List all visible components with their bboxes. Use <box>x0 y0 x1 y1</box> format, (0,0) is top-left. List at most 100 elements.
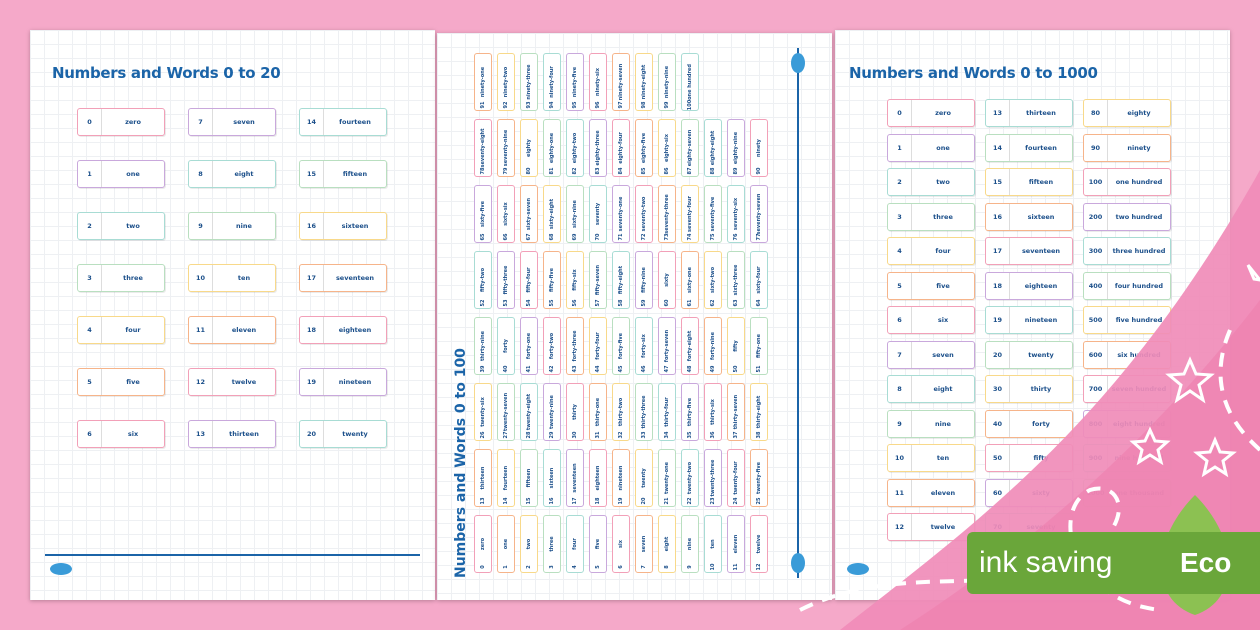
number-card: fifty 50 <box>727 317 745 375</box>
card-word: ninety <box>1127 143 1151 152</box>
number-card: 40 forty <box>985 409 1073 438</box>
number-card: fifty-two 52 <box>474 251 492 309</box>
number-card: 0 zero <box>887 99 975 127</box>
footer-divider <box>45 554 420 556</box>
card-word: one hundred <box>1115 178 1163 186</box>
number-card: seventy-seven 77 <box>750 185 768 243</box>
card-word: ten <box>936 454 950 462</box>
card-number: 11 <box>189 317 213 343</box>
number-card: thirty-two 32 <box>612 383 630 441</box>
number-card: 8 eight <box>887 375 975 403</box>
card-number: 8 <box>888 376 912 402</box>
card-word: six <box>937 316 949 324</box>
number-card: eighty-one 81 <box>543 119 561 177</box>
twinkl-logo <box>847 563 869 575</box>
number-card: five 5 <box>589 515 607 573</box>
number-card: 20 twenty <box>985 340 1073 369</box>
card-number: 10 <box>189 265 213 291</box>
card-word: twenty <box>1028 350 1054 359</box>
number-card: twenty-four 24 <box>727 449 745 507</box>
number-card: thirty-four 34 <box>658 383 676 441</box>
number-card: forty-four 44 <box>589 317 607 375</box>
card-word: thirteen <box>229 430 259 438</box>
number-card: thirty-one 31 <box>589 383 607 441</box>
number-card: 300 three hundred <box>1083 237 1171 265</box>
number-card: ninety-six 96 <box>589 53 607 111</box>
card-number: 5 <box>78 369 102 395</box>
number-card: twenty-three 23 <box>704 449 722 507</box>
card-word: twelve <box>231 378 257 386</box>
number-card: sixty-nine 69 <box>566 185 584 243</box>
number-card: 11 eleven <box>188 316 276 344</box>
card-word: nine <box>935 419 951 428</box>
number-card: sixty-six 66 <box>497 185 515 243</box>
number-card: forty-six 46 <box>635 317 653 375</box>
number-card: fifty-four 54 <box>520 251 538 309</box>
number-card: 1 one <box>887 133 975 162</box>
card-number: 2 <box>78 213 102 239</box>
number-card: ninety-five 95 <box>566 53 584 111</box>
worksheet-page-0-to-20: Numbers and Words 0 to 20 0 zero 1 one 2 two 3… <box>30 30 435 600</box>
number-card: sixty 60 <box>658 251 676 309</box>
number-card: seventy-nine 79 <box>497 119 515 177</box>
number-card: ten 10 <box>704 515 722 573</box>
number-card: 500 five hundred <box>1083 306 1171 334</box>
card-number: 4 <box>78 317 102 343</box>
card-number: 4 <box>888 238 912 264</box>
number-card: four 4 <box>566 515 584 573</box>
card-number: 12 <box>189 369 213 395</box>
number-card: 9 nine <box>188 212 276 240</box>
number-card: 5 five <box>77 368 165 396</box>
number-card: ninety 90 <box>750 119 768 177</box>
number-card: 20 twenty <box>299 420 387 448</box>
card-number: 9 <box>888 410 912 437</box>
card-word: fourteen <box>1025 143 1057 152</box>
card-word: thirty <box>1030 385 1052 393</box>
card-word: twelve <box>930 523 956 531</box>
card-number: 15 <box>986 169 1010 195</box>
card-word: nine <box>236 222 252 230</box>
card-number: 20 <box>986 341 1010 368</box>
card-number: 20 <box>300 421 324 447</box>
number-card: 13 thirteen <box>188 420 276 448</box>
number-card: 19 nineteen <box>985 306 1073 334</box>
card-number: 13 <box>189 421 213 447</box>
number-card: 16 sixteen <box>985 202 1073 231</box>
card-word: two hundred <box>1115 212 1163 221</box>
card-number: 5 <box>888 272 912 299</box>
number-card: seventy-three 73 <box>658 185 676 243</box>
number-card: twenty-two 22 <box>681 449 699 507</box>
number-card: forty 40 <box>497 317 515 375</box>
card-word: zero <box>125 118 141 126</box>
card-number: 13 <box>986 100 1010 126</box>
card-word: one <box>126 170 140 178</box>
number-card: eighty-five 85 <box>635 119 653 177</box>
number-card: 10 ten <box>887 444 975 472</box>
number-card: 8 eight <box>188 160 276 188</box>
card-number: 14 <box>986 134 1010 161</box>
number-card: one 1 <box>497 515 515 573</box>
number-card: twenty-five 25 <box>750 449 768 507</box>
card-word: three hundred <box>1112 247 1166 255</box>
number-card: sixty-seven 67 <box>520 185 538 243</box>
number-card: 11 eleven <box>887 478 975 507</box>
card-number: 1 <box>78 161 102 187</box>
card-number: 100 <box>1084 169 1108 195</box>
card-number: 16 <box>300 213 324 239</box>
number-card: eighty-four 84 <box>612 119 630 177</box>
card-word: eighteen <box>338 326 372 334</box>
number-card: fifty-six 56 <box>566 251 584 309</box>
card-word: fifteen <box>342 170 368 178</box>
page-title: Numbers and Words 0 to 20 <box>52 64 281 82</box>
number-card: 4 four <box>77 316 165 344</box>
number-card: sixteen 16 <box>543 449 561 507</box>
number-card: 16 sixteen <box>299 212 387 240</box>
number-card: 90 ninety <box>1083 133 1171 162</box>
card-word: fifteen <box>1028 178 1054 186</box>
number-card: thirty-seven 37 <box>727 383 745 441</box>
number-card: zero 0 <box>474 515 492 573</box>
card-number: 6 <box>78 421 102 447</box>
number-card: seventy-five 75 <box>704 185 722 243</box>
number-card: 0 zero <box>77 108 165 136</box>
number-card: fifty-nine 59 <box>635 251 653 309</box>
